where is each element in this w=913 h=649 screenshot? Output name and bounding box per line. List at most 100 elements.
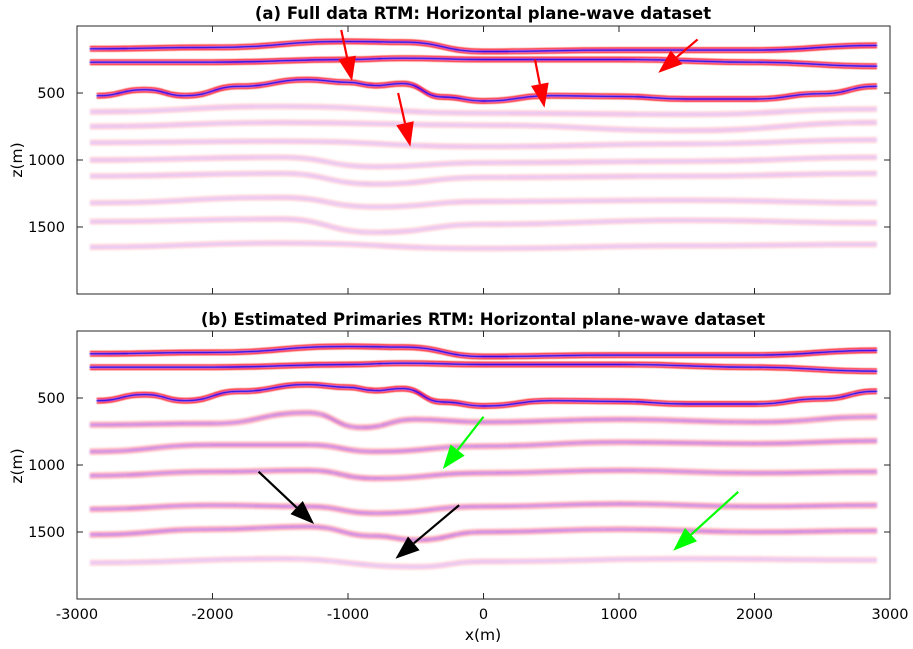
annotation-arrow-3 bbox=[442, 416, 485, 470]
reflector-band bbox=[89, 347, 878, 360]
reflector-band bbox=[89, 523, 878, 539]
panel-a-title: (a) Full data RTM: Horizontal plane-wave… bbox=[255, 4, 711, 23]
reflector-band bbox=[89, 57, 878, 68]
reflector-band bbox=[89, 556, 878, 566]
reflector-band bbox=[89, 409, 878, 427]
reflector-band bbox=[89, 560, 878, 570]
arrow-head bbox=[395, 536, 420, 559]
arrow-head bbox=[442, 444, 465, 470]
arrow-head bbox=[338, 55, 356, 81]
reflector-band bbox=[89, 440, 878, 453]
reflector-1 bbox=[89, 343, 878, 360]
arrow-shaft bbox=[533, 59, 541, 85]
y-tick-label: 1500 bbox=[28, 525, 65, 541]
reflector-band bbox=[89, 438, 878, 451]
panel-b-layers bbox=[89, 343, 878, 570]
reflector-band bbox=[89, 42, 878, 55]
reflector-band bbox=[89, 218, 878, 234]
arrow-head bbox=[531, 82, 549, 108]
panel-b-ylabel: z(m) bbox=[8, 448, 26, 483]
panel-a-ticks: 500 1000 1500 bbox=[28, 26, 891, 294]
reflector-band bbox=[89, 471, 878, 482]
reflector-8 bbox=[89, 170, 878, 187]
reflector-band bbox=[89, 364, 878, 375]
reflector-band bbox=[89, 240, 878, 248]
reflector-band bbox=[89, 527, 878, 543]
reflector-band bbox=[89, 107, 878, 118]
reflector-band bbox=[96, 78, 878, 102]
reflector-band bbox=[89, 196, 878, 208]
panel-b-xlabel: x(m) bbox=[465, 626, 501, 644]
arrow-shaft bbox=[257, 470, 298, 509]
panel-a-ylabel: z(m) bbox=[8, 142, 26, 177]
arrow-shaft bbox=[456, 416, 485, 451]
reflector-6 bbox=[89, 137, 878, 150]
reflector-6 bbox=[89, 467, 878, 482]
y-tick-label: 1000 bbox=[28, 153, 65, 169]
reflector-9 bbox=[89, 194, 878, 210]
reflector-band bbox=[89, 55, 878, 65]
reflector-band bbox=[89, 121, 878, 132]
x-tick-label: 3000 bbox=[872, 607, 909, 623]
panel-b-title: (b) Estimated Primaries RTM: Horizontal … bbox=[201, 310, 765, 329]
reflector-band bbox=[89, 141, 878, 150]
panel-a-layers bbox=[89, 29, 878, 252]
reflector-band bbox=[89, 198, 878, 210]
panel-b-ticks: -3000 -2000 -1000 0 1000 2000 3000 500 1000 1500 bbox=[28, 331, 908, 623]
reflector-7 bbox=[89, 501, 878, 516]
reflector-11 bbox=[89, 240, 878, 252]
reflector-band bbox=[89, 38, 878, 51]
annotation-arrow-1 bbox=[257, 470, 315, 524]
annotation-arrow-2 bbox=[396, 92, 414, 147]
reflector-8 bbox=[89, 523, 878, 543]
reflector-band bbox=[89, 244, 878, 252]
x-tick-label: 1000 bbox=[601, 607, 638, 623]
reflector-3 bbox=[96, 76, 878, 105]
reflector-band bbox=[89, 467, 878, 478]
reflector-band bbox=[89, 558, 878, 568]
arrow-shaft bbox=[413, 504, 460, 545]
arrow-head bbox=[396, 121, 414, 147]
reflector-3 bbox=[96, 381, 878, 410]
y-tick-label: 1000 bbox=[28, 458, 65, 474]
reflector-band bbox=[89, 59, 878, 70]
y-tick-label: 1500 bbox=[28, 220, 65, 236]
reflector-10 bbox=[89, 216, 878, 236]
reflector-band bbox=[89, 242, 878, 250]
annotation-arrow-3 bbox=[531, 59, 549, 108]
arrow-shaft bbox=[340, 29, 349, 58]
reflector-band bbox=[89, 158, 878, 170]
reflector-band bbox=[96, 80, 878, 105]
annotation-arrow-4 bbox=[673, 490, 739, 551]
x-tick-label: 0 bbox=[479, 607, 488, 623]
arrow-head bbox=[290, 500, 315, 524]
reflector-band bbox=[89, 469, 878, 480]
reflector-5 bbox=[89, 119, 878, 134]
reflector-1 bbox=[89, 38, 878, 55]
x-tick-label: -1000 bbox=[327, 607, 369, 623]
reflector-band bbox=[89, 119, 878, 130]
reflector-4 bbox=[89, 409, 878, 431]
panel-a: (a) Full data RTM: Horizontal plane-wave… bbox=[8, 4, 891, 295]
reflector-band bbox=[89, 501, 878, 512]
reflector-band bbox=[89, 103, 878, 114]
panel-b: (b) Estimated Primaries RTM: Horizontal … bbox=[8, 310, 908, 644]
reflector-band bbox=[89, 220, 878, 236]
reflector-band bbox=[89, 194, 878, 206]
arrow-shaft bbox=[397, 92, 407, 124]
reflector-band bbox=[89, 505, 878, 516]
annotation-arrow-2 bbox=[395, 504, 460, 559]
reflector-9 bbox=[89, 556, 878, 570]
arrow-shaft bbox=[675, 38, 699, 59]
reflector-band bbox=[96, 76, 878, 100]
reflector-band bbox=[89, 174, 878, 187]
reflector-band bbox=[89, 139, 878, 148]
x-tick-label: -3000 bbox=[56, 607, 98, 623]
reflector-band bbox=[89, 216, 878, 232]
reflector-7 bbox=[89, 154, 878, 170]
y-tick-label: 500 bbox=[37, 86, 65, 102]
reflector-4 bbox=[89, 103, 878, 118]
arrow-head bbox=[673, 527, 698, 551]
reflector-2 bbox=[89, 55, 878, 70]
